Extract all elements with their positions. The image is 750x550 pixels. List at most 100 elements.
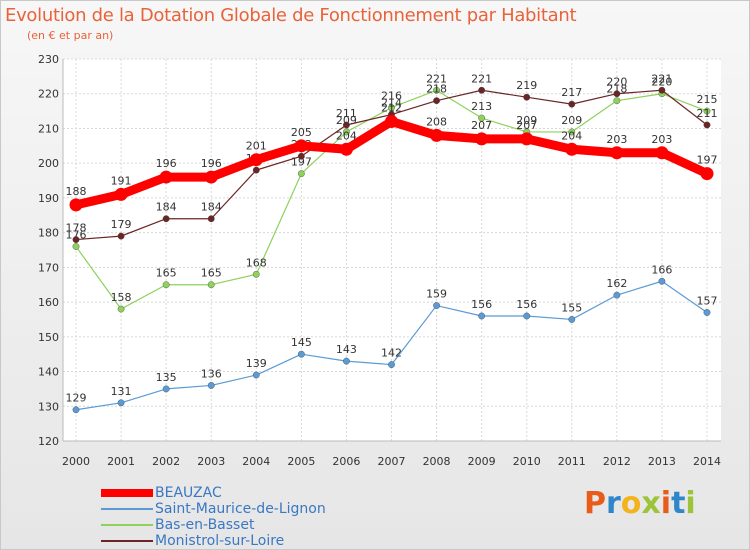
data-label-saint-maurice-de-lignon: 145 xyxy=(291,336,312,349)
data-point-beauzac xyxy=(475,132,489,146)
data-point-saint-maurice-de-lignon xyxy=(343,357,350,365)
x-tick-label: 2001 xyxy=(107,455,135,468)
data-point-monistrol-sur-loire xyxy=(613,90,621,98)
data-point-beauzac xyxy=(565,142,579,156)
data-label-bas-en-basset: 216 xyxy=(381,90,402,103)
data-point-beauzac xyxy=(114,187,128,201)
data-label-monistrol-sur-loire: 221 xyxy=(471,72,492,85)
data-point-saint-maurice-de-lignon xyxy=(658,277,666,285)
legend-item-monistrol: Monistrol-sur-Loire xyxy=(101,533,284,549)
data-label-monistrol-sur-loire: 214 xyxy=(381,97,402,110)
y-tick-label: 120 xyxy=(38,435,59,448)
data-label-saint-maurice-de-lignon: 142 xyxy=(381,347,402,360)
legend-item-bas-en-basset: Bas-en-Basset xyxy=(101,517,254,533)
data-label-monistrol-sur-loire: 219 xyxy=(516,79,537,92)
x-tick-label: 2010 xyxy=(513,455,541,468)
data-label-bas-en-basset: 209 xyxy=(516,114,537,127)
x-tick-label: 2013 xyxy=(648,455,676,468)
data-label-beauzac: 204 xyxy=(561,129,582,142)
data-label-monistrol-sur-loire: 221 xyxy=(651,72,672,85)
data-point-bas-en-basset xyxy=(72,243,80,250)
legend-item-beauzac: BEAUZAC xyxy=(101,485,222,501)
y-tick-label: 210 xyxy=(38,122,59,135)
data-point-monistrol-sur-loire xyxy=(568,100,576,108)
legend-label-monistrol: Monistrol-sur-Loire xyxy=(155,533,285,549)
x-tick-label: 2008 xyxy=(423,455,451,468)
data-label-beauzac: 203 xyxy=(606,133,627,146)
data-label-saint-maurice-de-lignon: 156 xyxy=(516,298,537,311)
data-point-monistrol-sur-loire xyxy=(72,236,80,243)
data-point-bas-en-basset xyxy=(162,281,170,289)
data-point-beauzac xyxy=(69,198,83,212)
data-point-monistrol-sur-loire xyxy=(252,166,260,174)
x-tick-label: 2003 xyxy=(197,455,225,468)
data-point-bas-en-basset xyxy=(117,305,125,313)
x-tick-label: 2014 xyxy=(693,455,721,468)
data-point-saint-maurice-de-lignon xyxy=(388,361,395,368)
data-point-beauzac xyxy=(520,132,534,146)
data-point-beauzac xyxy=(655,146,669,160)
x-tick-label: 2002 xyxy=(152,455,180,468)
x-tick-label: 2005 xyxy=(287,455,315,468)
data-label-monistrol-sur-loire: 178 xyxy=(66,222,87,235)
data-point-monistrol-sur-loire xyxy=(162,215,170,223)
data-label-bas-en-basset: 168 xyxy=(246,256,267,269)
y-tick-label: 140 xyxy=(38,366,59,379)
data-point-bas-en-basset xyxy=(297,170,305,178)
data-label-saint-maurice-de-lignon: 157 xyxy=(697,295,718,308)
data-point-monistrol-sur-loire xyxy=(478,86,486,94)
y-tick-label: 190 xyxy=(38,192,59,205)
data-point-bas-en-basset xyxy=(568,128,576,136)
data-point-monistrol-sur-loire xyxy=(433,97,440,105)
data-point-beauzac xyxy=(339,142,353,156)
data-label-bas-en-basset: 165 xyxy=(201,267,222,280)
data-point-bas-en-basset xyxy=(252,270,260,278)
chart-title: Evolution de la Dotation Globale de Fonc… xyxy=(5,5,577,26)
y-tick-label: 220 xyxy=(38,88,59,101)
data-point-saint-maurice-de-lignon xyxy=(207,382,215,389)
data-point-bas-en-basset xyxy=(207,281,215,289)
proxiti-logo: Proxiti xyxy=(584,486,696,521)
data-label-saint-maurice-de-lignon: 162 xyxy=(606,277,627,290)
y-tick-label: 160 xyxy=(38,296,59,309)
data-label-saint-maurice-de-lignon: 139 xyxy=(246,357,267,370)
data-label-saint-maurice-de-lignon: 135 xyxy=(156,371,177,384)
data-label-bas-en-basset: 209 xyxy=(561,114,582,127)
legend-swatch-beauzac xyxy=(101,489,153,497)
y-tick-label: 200 xyxy=(38,157,59,170)
data-label-bas-en-basset: 158 xyxy=(111,291,132,304)
data-label-beauzac: 188 xyxy=(66,185,87,198)
x-tick-label: 2012 xyxy=(603,455,631,468)
data-point-beauzac xyxy=(294,139,308,153)
data-point-saint-maurice-de-lignon xyxy=(703,309,711,316)
data-point-saint-maurice-de-lignon xyxy=(433,302,440,309)
data-label-monistrol-sur-loire: 179 xyxy=(111,218,132,231)
data-label-beauzac: 212 xyxy=(381,102,402,115)
data-point-monistrol-sur-loire xyxy=(523,93,531,101)
data-point-beauzac xyxy=(159,170,173,184)
y-tick-label: 230 xyxy=(38,53,59,66)
data-point-bas-en-basset xyxy=(343,128,350,136)
data-point-saint-maurice-de-lignon xyxy=(297,350,305,358)
data-point-saint-maurice-de-lignon xyxy=(117,399,125,407)
data-label-bas-en-basset: 221 xyxy=(426,72,447,85)
y-tick-label: 180 xyxy=(38,227,59,240)
data-label-monistrol-sur-loire: 218 xyxy=(426,83,447,96)
data-label-bas-en-basset: 220 xyxy=(651,76,672,89)
data-label-beauzac: 207 xyxy=(471,119,492,132)
data-point-beauzac xyxy=(430,128,444,142)
data-point-bas-en-basset xyxy=(388,104,395,112)
data-label-bas-en-basset: 197 xyxy=(291,156,312,169)
data-label-monistrol-sur-loire: 211 xyxy=(336,107,357,120)
data-label-beauzac: 196 xyxy=(156,157,177,170)
data-point-saint-maurice-de-lignon xyxy=(162,385,170,393)
data-label-saint-maurice-de-lignon: 156 xyxy=(471,298,492,311)
data-label-bas-en-basset: 165 xyxy=(156,267,177,280)
data-label-bas-en-basset: 176 xyxy=(66,229,87,242)
data-point-beauzac xyxy=(700,167,714,181)
data-point-beauzac xyxy=(610,146,624,160)
data-label-monistrol-sur-loire: 220 xyxy=(606,76,627,89)
x-tick-label: 2011 xyxy=(558,455,586,468)
data-label-beauzac: 208 xyxy=(426,115,447,128)
